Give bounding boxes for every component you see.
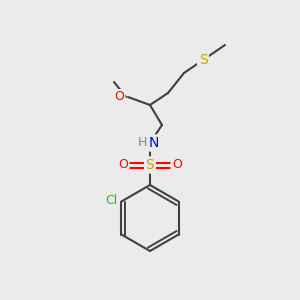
Text: Cl: Cl [105, 194, 118, 207]
Text: S: S [199, 53, 207, 67]
Text: S: S [146, 158, 154, 172]
Text: O: O [118, 158, 128, 172]
Text: O: O [114, 91, 124, 103]
Text: H: H [137, 136, 147, 149]
Text: O: O [172, 158, 182, 172]
Text: N: N [149, 136, 159, 150]
